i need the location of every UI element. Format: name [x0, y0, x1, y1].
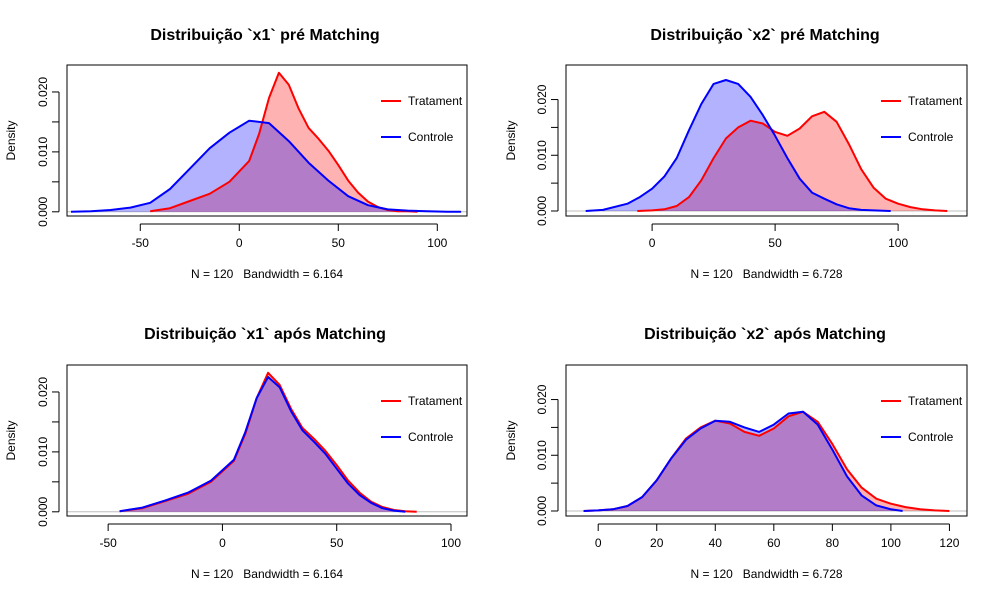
chart-title: Distribuição `x1` pré Matching — [150, 27, 379, 44]
y-axis-label: Density — [4, 420, 18, 460]
density-fill-controle — [119, 377, 406, 512]
x-tick-label: 0 — [649, 236, 656, 250]
legend-label-controle: Controle — [908, 130, 954, 144]
density-fill-tratamento — [637, 111, 948, 211]
x-axis: -50 0 50 100 — [99, 523, 461, 550]
legend-label-tratamento: Tratament — [908, 394, 963, 408]
x-tick-label: 20 — [650, 536, 664, 550]
y-tick-label: 0.000 — [535, 196, 549, 226]
y-axis: 0.000 0.010 0.020 — [36, 77, 60, 227]
y-tick-label: 0.020 — [535, 84, 549, 114]
x-tick-label: -50 — [99, 536, 117, 550]
legend-label-tratamento: Tratament — [408, 94, 463, 108]
x-tick-label: 120 — [939, 536, 959, 550]
legend: Tratament Controle — [381, 94, 463, 144]
plot-frame — [565, 64, 968, 217]
legend: Tratament Controle — [881, 94, 963, 144]
density-fill-tratamento — [150, 72, 418, 212]
x-axis-label: N = 120 Bandwidth = 6.164 — [191, 267, 343, 281]
x-tick-label: 50 — [330, 536, 344, 550]
y-tick-label: 0.010 — [36, 437, 50, 467]
y-tick-label: 0.000 — [36, 496, 50, 526]
y-tick-label: 0.000 — [36, 196, 50, 226]
density-fill-tratamento — [583, 411, 950, 511]
x-axis-label: N = 120 Bandwidth = 6.164 — [191, 567, 343, 581]
density-line-controle — [585, 79, 891, 212]
y-axis: 0.000 0.010 0.020 — [535, 384, 559, 526]
density-line-tratamento — [637, 110, 948, 212]
x-tick-label: 0 — [236, 236, 243, 250]
x-axis: 0 50 100 — [649, 223, 908, 250]
density-fill-controle — [71, 120, 462, 212]
y-tick-label: 0.010 — [36, 137, 50, 167]
y-tick-label: 0.020 — [36, 377, 50, 407]
chart-panel-3: Distribuição `x1` após Matching -50 0 50 100… — [4, 326, 468, 581]
legend-label-tratamento: Tratament — [408, 394, 463, 408]
chart-title: Distribuição `x2` pré Matching — [650, 27, 879, 44]
plot-frame — [66, 364, 468, 517]
density-fill-controle — [583, 411, 903, 511]
chart-panel-4: Distribuição `x2` após Matching 0 20 40 60 80… — [504, 326, 968, 581]
chart-panel-2: Distribuição `x2` pré Matching 0 50 100 0.00… — [504, 27, 968, 281]
x-tick-label: 100 — [888, 236, 908, 250]
y-axis: 0.000 0.010 0.020 — [36, 377, 60, 527]
y-tick-label: 0.010 — [535, 440, 549, 470]
legend-label-tratamento: Tratament — [908, 94, 963, 108]
x-tick-label: 100 — [881, 536, 901, 550]
legend-label-controle: Controle — [908, 430, 954, 444]
x-axis: 0 20 40 60 80 100 120 — [595, 523, 960, 550]
x-tick-label: 60 — [767, 536, 781, 550]
x-axis: -50 0 50 100 — [132, 223, 448, 250]
y-tick-label: 0.000 — [535, 496, 549, 526]
density-line-controle — [583, 410, 903, 512]
x-tick-label: 80 — [826, 536, 840, 550]
x-tick-label: -50 — [132, 236, 150, 250]
legend-label-controle: Controle — [408, 130, 454, 144]
legend: Tratament Controle — [881, 394, 963, 444]
x-tick-label: 100 — [441, 536, 461, 550]
y-axis: 0.000 0.010 0.020 — [535, 84, 559, 226]
y-axis-label: Density — [4, 120, 18, 160]
x-tick-label: 0 — [219, 536, 226, 550]
y-axis-label: Density — [504, 420, 518, 460]
y-tick-label: 0.010 — [535, 140, 549, 170]
x-tick-label: 100 — [427, 236, 447, 250]
x-axis-label: N = 120 Bandwidth = 6.728 — [690, 567, 842, 581]
plot-frame — [565, 364, 968, 517]
x-tick-label: 50 — [768, 236, 782, 250]
x-tick-label: 50 — [332, 236, 346, 250]
chart-title: Distribuição `x1` após Matching — [144, 326, 386, 343]
chart-panel-1: Distribuição `x1` pré Matching -50 0 50 100 0… — [4, 27, 468, 281]
y-tick-label: 0.020 — [535, 384, 549, 414]
chart-title: Distribuição `x2` após Matching — [644, 326, 886, 343]
x-axis-label: N = 120 Bandwidth = 6.728 — [690, 267, 842, 281]
density-fill-controle — [585, 80, 891, 211]
density-line-controle — [70, 119, 462, 213]
legend: Tratament Controle — [381, 394, 463, 444]
x-tick-label: 0 — [595, 536, 602, 550]
legend-label-controle: Controle — [408, 430, 454, 444]
y-axis-label: Density — [504, 120, 518, 160]
density-line-tratamento — [119, 371, 417, 513]
x-tick-label: 40 — [709, 536, 723, 550]
density-line-controle — [119, 376, 406, 513]
plot-frame — [66, 64, 468, 217]
y-tick-label: 0.020 — [36, 77, 50, 107]
